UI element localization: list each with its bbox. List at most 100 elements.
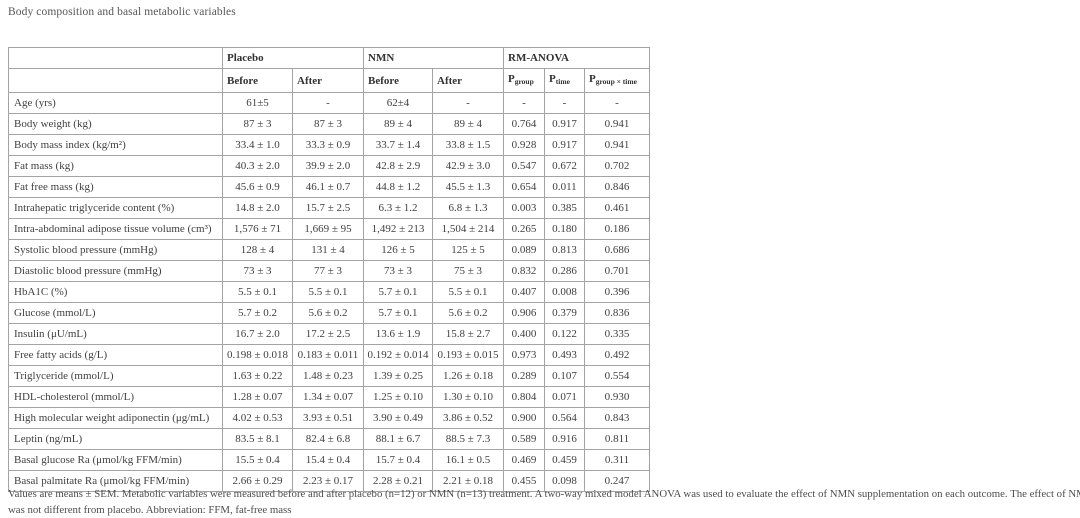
cell-value: 0.098 — [544, 470, 585, 492]
cell-value: 1,504 ± 214 — [432, 218, 504, 240]
cell-value: 14.8 ± 2.0 — [222, 197, 293, 219]
cell-value: 0.311 — [584, 449, 650, 471]
row-label: Intrahepatic triglyceride content (%) — [8, 197, 223, 219]
group-header-blank — [8, 47, 223, 69]
cell-value: 0.335 — [584, 323, 650, 345]
cell-value: 15.4 ± 0.4 — [292, 449, 364, 471]
p-subscript: time — [555, 77, 570, 86]
cell-value: 0.928 — [503, 134, 545, 156]
cell-value: - — [584, 92, 650, 114]
cell-value: 1.25 ± 0.10 — [363, 386, 433, 408]
table-row: HbA1C (%) 5.5 ± 0.1 5.5 ± 0.1 5.7 ± 0.1 5.5 … — [8, 281, 650, 303]
cell-value: 15.7 ± 2.5 — [292, 197, 364, 219]
cell-value: 5.5 ± 0.1 — [432, 281, 504, 303]
cell-value: 0.247 — [584, 470, 650, 492]
row-label: Body mass index (kg/m²) — [8, 134, 223, 156]
table-row: Body mass index (kg/m²) 33.4 ± 1.0 33.3 ± … — [8, 134, 650, 156]
cell-value: 0.455 — [503, 470, 545, 492]
row-label: HbA1C (%) — [8, 281, 223, 303]
cell-value: 2.28 ± 0.21 — [363, 470, 433, 492]
cell-value: 0.764 — [503, 113, 545, 135]
row-label: Glucose (mmol/L) — [8, 302, 223, 324]
table-row: Diastolic blood pressure (mmHg) 73 ± 3 77 … — [8, 260, 650, 282]
cell-value: 1,576 ± 71 — [222, 218, 293, 240]
table-row: Intrahepatic triglyceride content (%) 14.… — [8, 197, 650, 219]
cell-value: 1,492 ± 213 — [363, 218, 433, 240]
cell-value: 0.917 — [544, 113, 585, 135]
group-header-row: Placebo NMN RM-ANOVA — [8, 47, 650, 69]
cell-value: 0.289 — [503, 365, 545, 387]
cell-value: 5.5 ± 0.1 — [222, 281, 293, 303]
table-head: Placebo NMN RM-ANOVA Before After Before After… — [8, 47, 650, 93]
cell-value: 0.701 — [584, 260, 650, 282]
table-row: Body weight (kg) 87 ± 3 87 ± 3 89 ± 4 89 ± 4… — [8, 113, 650, 135]
row-label: Intra-abdominal adipose tissue volume (c… — [8, 218, 223, 240]
cell-value: 0.192 ± 0.014 — [363, 344, 433, 366]
cell-value: 82.4 ± 6.8 — [292, 428, 364, 450]
cell-value: 44.8 ± 1.2 — [363, 176, 433, 198]
cell-value: 87 ± 3 — [292, 113, 364, 135]
cell-value: 73 ± 3 — [363, 260, 433, 282]
cell-value: 0.843 — [584, 407, 650, 429]
cell-value: 0.702 — [584, 155, 650, 177]
row-label: HDL-cholesterol (mmol/L) — [8, 386, 223, 408]
cell-value: 131 ± 4 — [292, 239, 364, 261]
row-label: Basal glucose Ra (μmol/kg FFM/min) — [8, 449, 223, 471]
cell-value: 75 ± 3 — [432, 260, 504, 282]
cell-value: 5.7 ± 0.1 — [363, 302, 433, 324]
cell-value: 125 ± 5 — [432, 239, 504, 261]
cell-value: 0.836 — [584, 302, 650, 324]
cell-value: 45.5 ± 1.3 — [432, 176, 504, 198]
cell-value: - — [292, 92, 364, 114]
row-label: Diastolic blood pressure (mmHg) — [8, 260, 223, 282]
cell-value: 42.9 ± 3.0 — [432, 155, 504, 177]
cell-value: 0.089 — [503, 239, 545, 261]
cell-value: 1.48 ± 0.23 — [292, 365, 364, 387]
column-header-before: Before — [222, 68, 293, 93]
cell-value: 45.6 ± 0.9 — [222, 176, 293, 198]
cell-value: 33.3 ± 0.9 — [292, 134, 364, 156]
table-footnote: Values are means ± SEM. Metabolic variab… — [8, 486, 1080, 518]
cell-value: 0.813 — [544, 239, 585, 261]
table-row: Basal glucose Ra (μmol/kg FFM/min) 15.5 ±… — [8, 449, 650, 471]
cell-value: 61±5 — [222, 92, 293, 114]
cell-value: 0.198 ± 0.018 — [222, 344, 293, 366]
cell-value: 1.28 ± 0.07 — [222, 386, 293, 408]
cell-value: 33.4 ± 1.0 — [222, 134, 293, 156]
cell-value: - — [544, 92, 585, 114]
table-row: Insulin (μU/mL) 16.7 ± 2.0 17.2 ± 2.5 13.6 … — [8, 323, 650, 345]
cell-value: 5.7 ± 0.1 — [363, 281, 433, 303]
cell-value: 1.39 ± 0.25 — [363, 365, 433, 387]
cell-value: 0.973 — [503, 344, 545, 366]
cell-value: 0.407 — [503, 281, 545, 303]
cell-value: 126 ± 5 — [363, 239, 433, 261]
cell-value: 87 ± 3 — [222, 113, 293, 135]
cell-value: 5.5 ± 0.1 — [292, 281, 364, 303]
row-label: Leptin (ng/mL) — [8, 428, 223, 450]
group-header-nmn: NMN — [363, 47, 504, 69]
cell-value: 3.90 ± 0.49 — [363, 407, 433, 429]
p-subscript: group × time — [595, 77, 637, 86]
cell-value: 5.7 ± 0.2 — [222, 302, 293, 324]
cell-value: 40.3 ± 2.0 — [222, 155, 293, 177]
cell-value: 0.379 — [544, 302, 585, 324]
table-row: Age (yrs) 61±5-62±4- - - - — [8, 92, 650, 114]
cell-value: 0.469 — [503, 449, 545, 471]
cell-value: 15.5 ± 0.4 — [222, 449, 293, 471]
cell-value: 0.493 — [544, 344, 585, 366]
cell-value: 0.286 — [544, 260, 585, 282]
cell-value: 77 ± 3 — [292, 260, 364, 282]
p-subscript: group — [514, 77, 534, 86]
cell-value: 0.011 — [544, 176, 585, 198]
table-row: Glucose (mmol/L) 5.7 ± 0.2 5.6 ± 0.2 5.7 ± … — [8, 302, 650, 324]
cell-value: 0.492 — [584, 344, 650, 366]
cell-value: - — [432, 92, 504, 114]
cell-value: 0.180 — [544, 218, 585, 240]
cell-value: 0.906 — [503, 302, 545, 324]
cell-value: 0.917 — [544, 134, 585, 156]
cell-value: 1.34 ± 0.07 — [292, 386, 364, 408]
group-header-placebo: Placebo — [222, 47, 364, 69]
table-row: Basal palmitate Ra (μmol/kg FFM/min) 2.66… — [8, 470, 650, 492]
cell-value: 0.385 — [544, 197, 585, 219]
